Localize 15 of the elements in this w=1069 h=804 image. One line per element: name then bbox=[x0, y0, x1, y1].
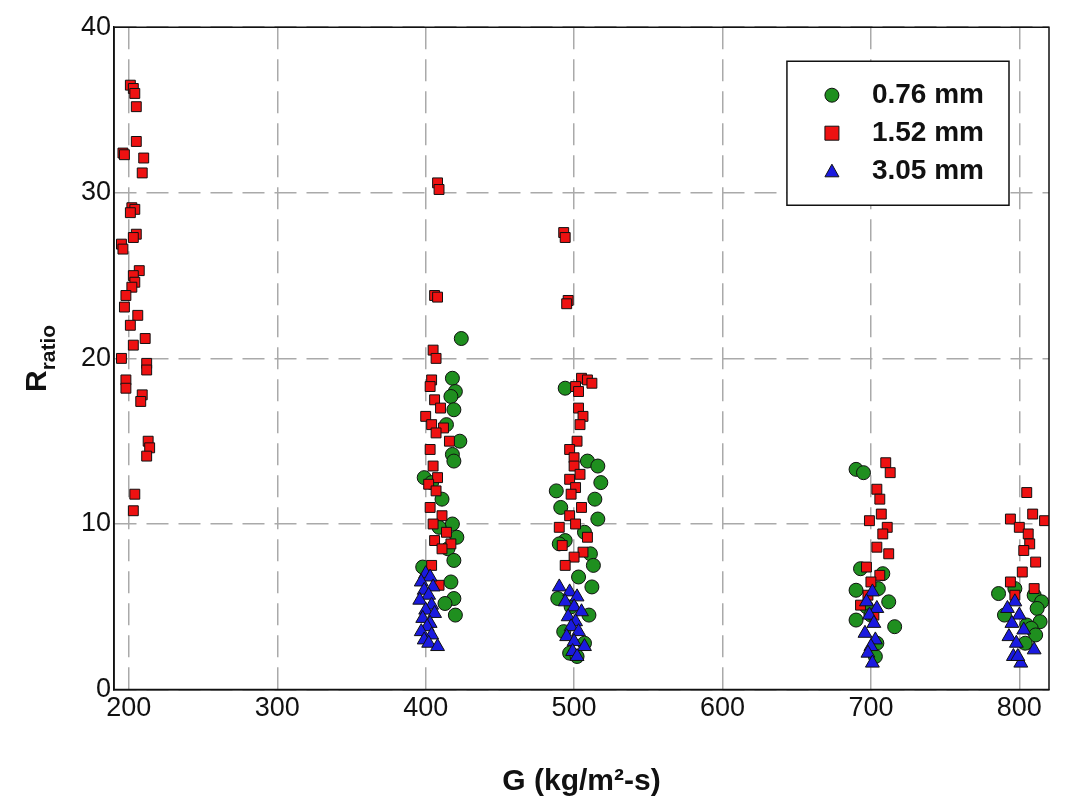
x-tick-label: 600 bbox=[699, 692, 746, 723]
x-axis-title: G (kg/m²-s) bbox=[502, 762, 661, 796]
x-tick-label: 500 bbox=[551, 692, 597, 723]
legend-label: 1.52 mm bbox=[871, 115, 985, 147]
x-tick-label: 400 bbox=[403, 692, 449, 723]
legend-label: 3.05 mm bbox=[871, 153, 985, 185]
x-tick-label: 300 bbox=[254, 692, 300, 723]
y-axis-title: Rratio bbox=[19, 324, 60, 392]
x-tick-label: 700 bbox=[848, 692, 894, 723]
y-tick-label: 10 bbox=[80, 507, 112, 538]
x-tick-label: 800 bbox=[996, 692, 1042, 723]
y-tick-label: 20 bbox=[80, 341, 112, 372]
y-tick-label: 40 bbox=[80, 10, 112, 41]
y-tick-label: 30 bbox=[80, 176, 112, 207]
legend-label: 0.76 mm bbox=[871, 77, 985, 109]
